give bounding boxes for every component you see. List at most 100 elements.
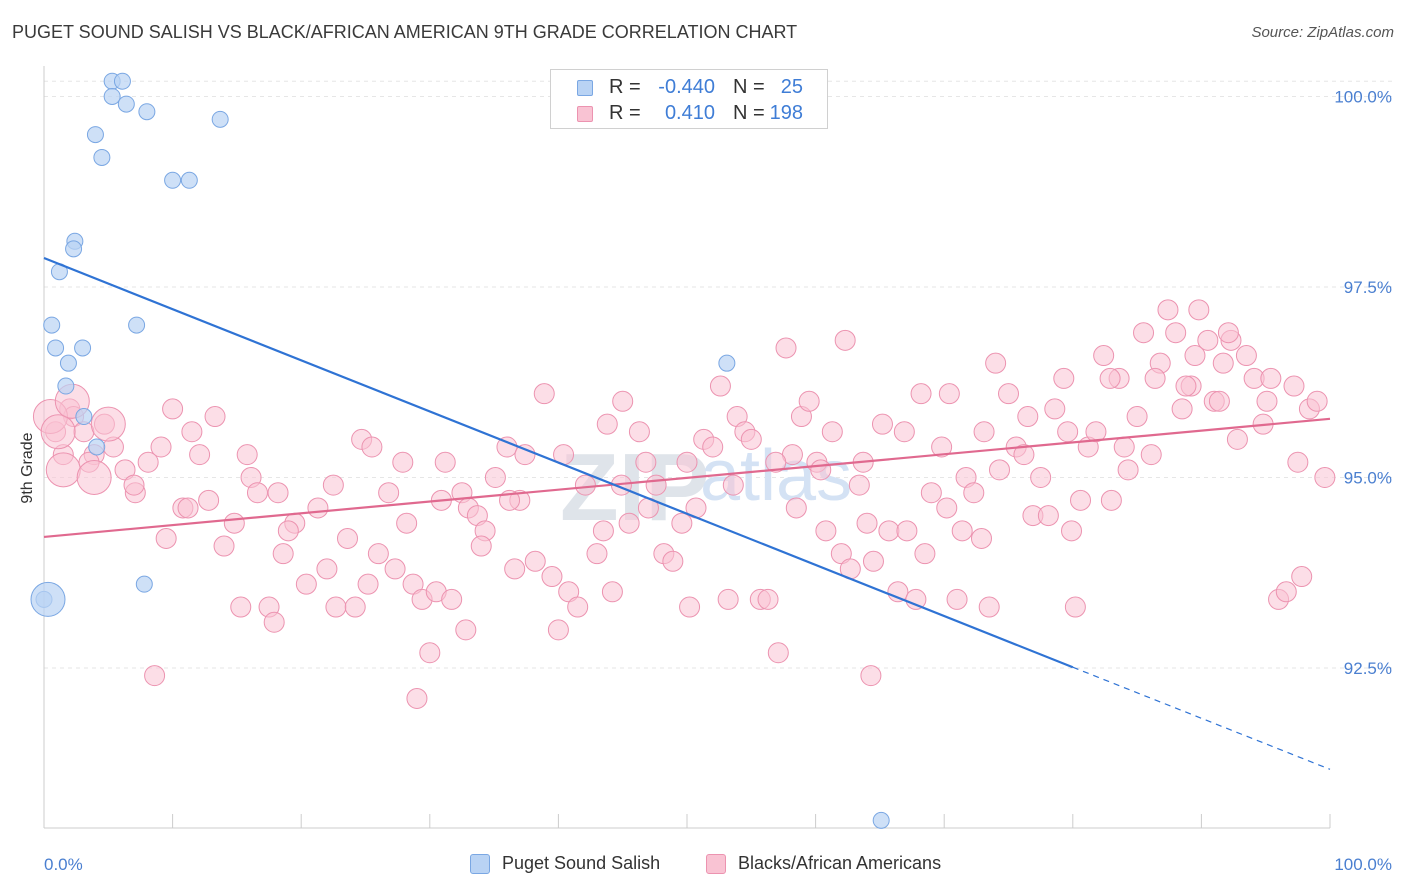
data-point-salish xyxy=(57,377,75,395)
data-point-black xyxy=(1085,421,1107,443)
data-point-salish xyxy=(128,316,146,334)
tick-labels: 100.0% 97.5% 95.0% 92.5% 0.0% 100.0% xyxy=(44,87,1392,874)
data-point-black xyxy=(896,520,918,542)
data-point-black xyxy=(213,535,235,557)
data-point-black xyxy=(1188,299,1210,321)
data-point-black xyxy=(1126,406,1148,428)
data-point-black xyxy=(998,383,1019,405)
data-point-black xyxy=(1291,566,1313,588)
data-point-black xyxy=(775,337,797,359)
data-point-black xyxy=(198,489,220,511)
data-point-black xyxy=(893,421,915,443)
data-point-black xyxy=(815,520,837,542)
data-point-black xyxy=(396,512,418,534)
data-point-black xyxy=(1235,345,1257,367)
data-point-black xyxy=(862,550,884,572)
data-point-black xyxy=(1175,375,1197,397)
data-point-black xyxy=(1030,466,1052,488)
data-point-black xyxy=(322,474,344,496)
data-point-black xyxy=(601,581,623,603)
data-point-black xyxy=(1287,451,1309,473)
data-point-black xyxy=(757,588,779,610)
data-point-black xyxy=(150,436,172,458)
data-point-black xyxy=(295,573,317,595)
r-label: R = xyxy=(609,76,641,98)
data-point-black xyxy=(785,497,807,519)
data-point-black xyxy=(246,482,268,504)
data-point-black xyxy=(533,383,555,405)
data-point-salish xyxy=(138,103,156,121)
data-point-black xyxy=(963,482,985,504)
data-point-black xyxy=(181,421,203,443)
data-point-black xyxy=(592,520,614,542)
trendline-black xyxy=(43,417,1331,539)
data-point-black xyxy=(123,474,145,496)
data-point-black xyxy=(1283,375,1305,397)
series-blacks-african-americans xyxy=(32,299,1336,709)
data-point-black xyxy=(1208,390,1230,412)
n-label: N = xyxy=(733,76,765,98)
data-point-black xyxy=(484,466,506,488)
n-value: 25 xyxy=(780,76,803,98)
r-value: -0.440 xyxy=(658,76,715,98)
axes xyxy=(43,66,1331,829)
data-point-black xyxy=(344,596,366,618)
data-point-black xyxy=(524,550,546,572)
data-point-black xyxy=(973,421,995,443)
data-point-black xyxy=(1144,367,1166,389)
data-point-black xyxy=(223,512,245,534)
data-point-black xyxy=(162,398,184,420)
data-point-black xyxy=(765,451,787,473)
data-point-black xyxy=(878,520,900,542)
data-point-black xyxy=(547,619,569,641)
data-point-salish xyxy=(93,148,111,166)
data-point-black xyxy=(263,611,285,633)
data-point-black xyxy=(1217,322,1239,344)
data-point-black xyxy=(567,596,589,618)
chart-title: PUGET SOUND SALISH VS BLACK/AFRICAN AMER… xyxy=(12,22,798,42)
data-point-black xyxy=(1165,322,1187,344)
data-point-salish xyxy=(103,87,121,105)
y-tick-label: 92.5% xyxy=(1344,659,1392,678)
data-point-black xyxy=(230,596,252,618)
data-point-salish xyxy=(180,171,198,189)
data-point-salish xyxy=(75,408,93,426)
data-point-black xyxy=(1064,596,1086,618)
data-point-black xyxy=(702,436,724,458)
r-label: R = xyxy=(609,102,641,124)
data-point-black xyxy=(1133,322,1155,344)
legend-row-salish: R = -0.440 N = 25 xyxy=(551,76,827,102)
data-point-black xyxy=(406,687,428,709)
data-point-black xyxy=(662,550,684,572)
data-point-black xyxy=(1140,444,1162,466)
source-credit: Source: ZipAtlas.com xyxy=(1251,24,1394,41)
trendlines xyxy=(43,257,1331,770)
data-point-salish xyxy=(65,240,83,258)
data-point-black xyxy=(1070,489,1092,511)
data-point-black xyxy=(1017,406,1039,428)
data-point-salish xyxy=(872,811,890,829)
swatch-pink-icon xyxy=(706,854,726,874)
data-point-black xyxy=(1256,390,1278,412)
data-point-black xyxy=(277,520,299,542)
data-point-black xyxy=(384,558,406,580)
data-point-black xyxy=(1057,421,1079,443)
data-point-black xyxy=(931,436,953,458)
data-point-black xyxy=(1044,398,1066,420)
data-point-black xyxy=(1197,329,1219,351)
data-point-black xyxy=(635,451,657,473)
data-point-black xyxy=(722,474,744,496)
data-point-salish xyxy=(88,438,106,456)
data-point-black-large xyxy=(45,452,81,488)
data-point-black xyxy=(419,642,441,664)
data-point-black xyxy=(946,588,968,610)
data-point-black xyxy=(367,543,389,565)
data-point-black xyxy=(970,527,992,549)
data-point-black xyxy=(1013,444,1035,466)
data-point-black xyxy=(709,375,731,397)
data-point-black xyxy=(671,512,693,534)
data-point-black xyxy=(740,428,762,450)
data-point-black xyxy=(1184,345,1206,367)
data-point-black xyxy=(307,497,329,519)
